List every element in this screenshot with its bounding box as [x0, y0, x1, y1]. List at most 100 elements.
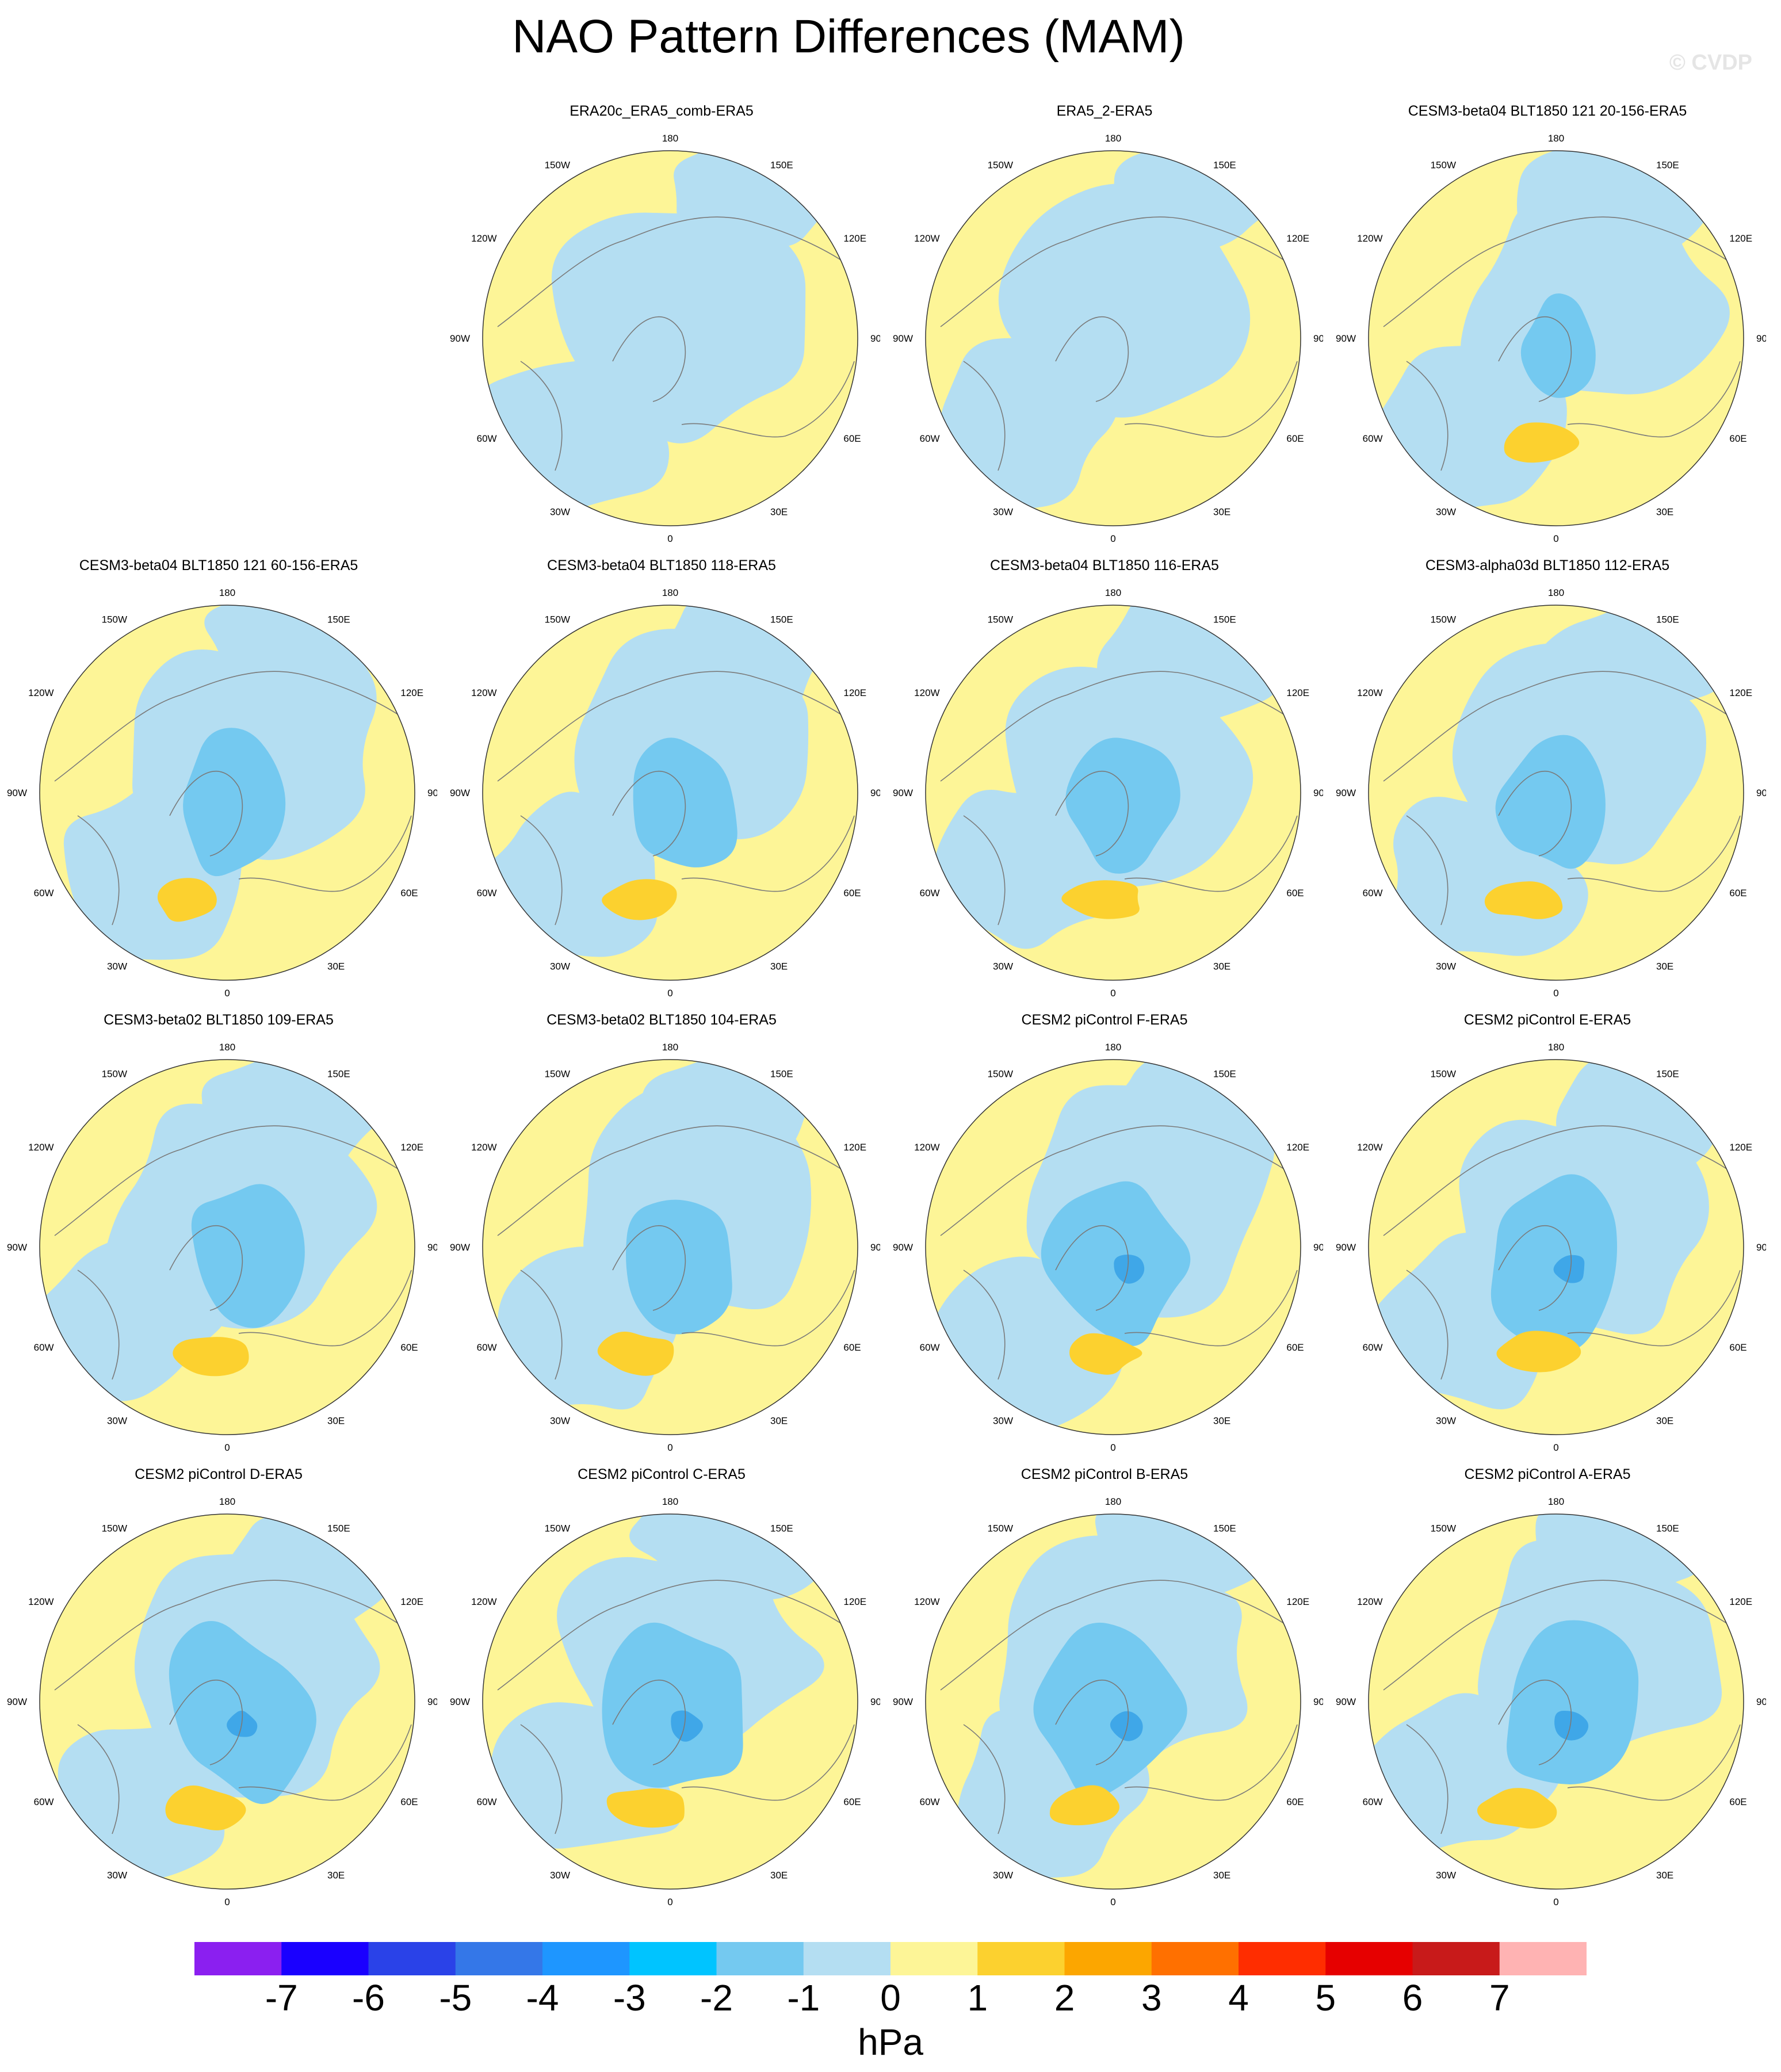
- map-boundary: [482, 605, 858, 981]
- longitude-label: 120E: [400, 1142, 423, 1153]
- nao-low-center: [191, 1184, 305, 1328]
- nao-low-core: [671, 1710, 703, 1742]
- longitude-label: 120W: [1357, 687, 1382, 698]
- colorbar-tick-label: 4: [1228, 1977, 1249, 2019]
- longitude-label: 120W: [1357, 1142, 1382, 1153]
- longitude-label: 150W: [545, 1523, 570, 1534]
- nao-high-center: [606, 1788, 685, 1828]
- longitude-label: 30W: [993, 506, 1013, 517]
- map-boundary: [482, 1513, 858, 1890]
- longitude-label: 0: [1553, 988, 1558, 999]
- coastlines: [497, 216, 855, 471]
- longitude-label: 90E: [870, 333, 880, 344]
- longitude-label: 30E: [770, 961, 788, 972]
- longitude-label: 150E: [1213, 1523, 1236, 1534]
- longitude-label: 30E: [1656, 961, 1673, 972]
- map-panel: CESM2 piControl D-ERA5 180 150E 120E 90E 60E 3…: [0, 1466, 437, 1920]
- panel-title: CESM3-beta04 BLT1850 118-ERA5: [547, 557, 776, 574]
- map-panel: CESM3-alpha03d BLT1850 112-ERA5 180 150E 12…: [1329, 557, 1766, 1011]
- longitude-label: 150W: [545, 1069, 570, 1080]
- colorbar-segment: [1499, 1942, 1587, 1975]
- longitude-label: 150E: [327, 614, 350, 625]
- polar-map: 180 150E 120E 90E 60E 30E 0 30W 60W 90W 120W 150W: [7, 1496, 437, 1907]
- longitude-label: 180: [662, 1042, 678, 1053]
- longitude-label: 60W: [1363, 1342, 1383, 1353]
- longitude-label: 30W: [993, 961, 1013, 972]
- longitude-label: 90E: [1756, 787, 1766, 798]
- nao-high-center: [1496, 1331, 1581, 1373]
- nao-high-center: [597, 1331, 674, 1376]
- longitude-label: 120W: [914, 233, 939, 244]
- map-boundary: [1368, 1513, 1744, 1890]
- nao-low-center: [602, 1622, 743, 1788]
- longitude-label: 180: [219, 1042, 235, 1053]
- coastlines: [1383, 1125, 1741, 1380]
- nao-low-center: [1495, 735, 1606, 869]
- colorbar: [194, 1942, 1587, 1975]
- colorbar-segment: [281, 1942, 369, 1975]
- polar-map: 180 150E 120E 90E 60E 30E 0 30W 60W 90W 120W 150W: [1336, 587, 1766, 999]
- map-boundary: [39, 1513, 415, 1890]
- longitude-label: 180: [1548, 587, 1564, 598]
- longitude-label: 90E: [427, 1242, 437, 1253]
- longitude-label: 60W: [477, 1342, 497, 1353]
- longitude-label: 30E: [1213, 506, 1230, 517]
- map-boundary: [925, 1513, 1301, 1890]
- colorbar-segment: [629, 1942, 717, 1975]
- longitude-label: 120W: [471, 1142, 496, 1153]
- nao-high-center: [1504, 422, 1580, 463]
- map-panel: ERA20c_ERA5_comb-ERA5 180 150E 120E 90E 60E 30…: [443, 102, 880, 557]
- colorbar-segment: [803, 1942, 891, 1975]
- longitude-label: 180: [662, 587, 678, 598]
- panel-title: CESM3-beta02 BLT1850 109-ERA5: [104, 1012, 334, 1028]
- longitude-label: 60W: [477, 433, 497, 444]
- longitude-label: 30E: [1213, 1415, 1230, 1426]
- longitude-label: 90E: [870, 787, 880, 798]
- coastlines: [54, 671, 412, 926]
- polar-map: 180 150E 120E 90E 60E 30E 0 30W 60W 90W 120W 150W: [1336, 1042, 1766, 1453]
- polar-map: 180 150E 120E 90E 60E 30E 0 30W 60W 90W 120W 150W: [1336, 133, 1766, 544]
- longitude-label: 120W: [1357, 1596, 1382, 1607]
- map-panel: CESM3-beta04 BLT1850 116-ERA5 180 150E 120E…: [886, 557, 1323, 1011]
- longitude-label: 150E: [1656, 160, 1679, 171]
- longitude-label: 60W: [34, 888, 54, 899]
- longitude-label: 120E: [400, 1596, 423, 1607]
- colorbar-tick-label: -4: [526, 1977, 559, 2019]
- map-panel: CESM2 piControl F-ERA5 180 150E 120E 90E 60E 3…: [886, 1011, 1323, 1466]
- longitude-label: 150W: [988, 1523, 1013, 1534]
- longitude-label: 0: [667, 1442, 672, 1453]
- map-panel: CESM2 piControl B-ERA5 180 150E 120E 90E 60E 3…: [886, 1466, 1323, 1920]
- longitude-label: 150W: [102, 1523, 127, 1534]
- colorbar-segment: [542, 1942, 630, 1975]
- colorbar-tick-label: 0: [880, 1977, 901, 2019]
- colorbar-tick-label: -7: [265, 1977, 298, 2019]
- negative-anomaly-region: [629, 1514, 828, 1601]
- nao-high-center: [1484, 881, 1563, 919]
- nao-low-center: [183, 728, 286, 877]
- longitude-label: 180: [1105, 587, 1121, 598]
- map-panel: CESM3-beta02 BLT1850 104-ERA5 180 150E 120E…: [443, 1011, 880, 1466]
- map-boundary: [39, 605, 415, 981]
- nao-high-center: [1069, 1333, 1142, 1375]
- cvdp-watermark: © CVDP: [1669, 51, 1752, 75]
- longitude-label: 60E: [1729, 1796, 1746, 1807]
- polar-map: 180 150E 120E 90E 60E 30E 0 30W 60W 90W 120W 150W: [893, 587, 1323, 999]
- longitude-label: 30W: [107, 1415, 127, 1426]
- longitude-label: 0: [1110, 1897, 1115, 1907]
- longitude-label: 150W: [988, 160, 1013, 171]
- colorbar-tick-label: 3: [1141, 1977, 1162, 2019]
- colorbar-tick-label: -6: [352, 1977, 385, 2019]
- longitude-label: 120E: [1286, 687, 1309, 698]
- longitude-label: 180: [662, 1496, 678, 1507]
- colorbar-tick-label: -3: [613, 1977, 646, 2019]
- colorbar-segment: [455, 1942, 543, 1975]
- longitude-label: 180: [1105, 133, 1121, 144]
- longitude-label: 60W: [920, 888, 940, 899]
- nao-low-center: [1033, 1622, 1187, 1799]
- polar-map: 180 150E 120E 90E 60E 30E 0 30W 60W 90W 120W 150W: [893, 133, 1323, 544]
- longitude-label: 90W: [450, 333, 470, 344]
- coastlines: [497, 1125, 855, 1380]
- longitude-label: 120W: [28, 1142, 53, 1153]
- nao-low-core: [1114, 1254, 1145, 1284]
- longitude-label: 150E: [770, 160, 793, 171]
